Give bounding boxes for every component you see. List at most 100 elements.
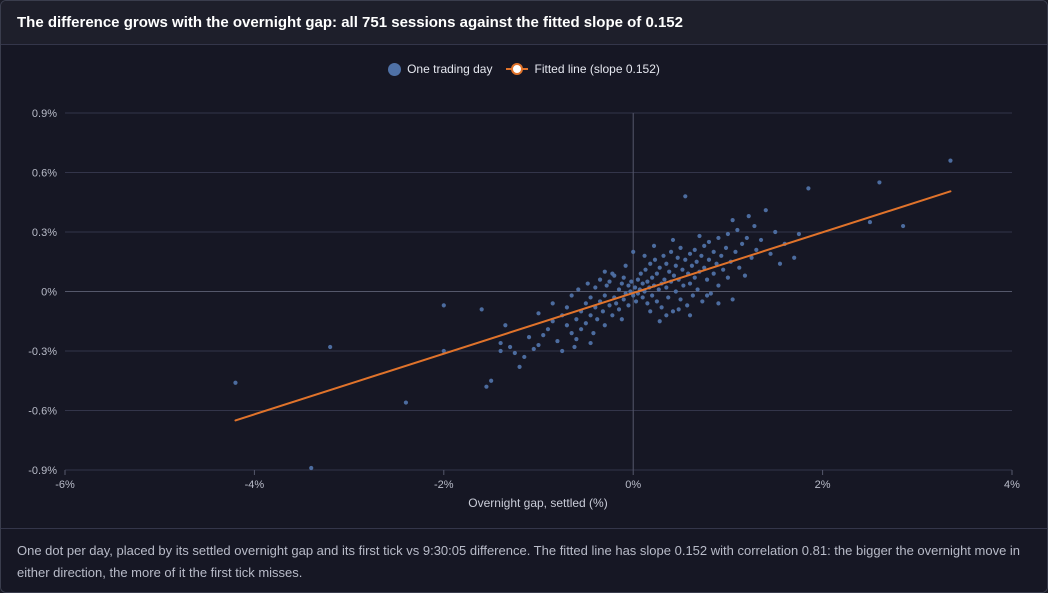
data-point — [768, 251, 773, 256]
data-point — [309, 465, 314, 471]
data-point — [233, 380, 238, 385]
data-point — [645, 279, 650, 284]
data-point — [600, 309, 605, 314]
data-point — [643, 267, 648, 272]
fitted-line-layer — [234, 190, 952, 422]
data-point — [670, 309, 676, 314]
data-point — [711, 271, 716, 276]
data-point — [948, 158, 953, 163]
data-point — [664, 261, 669, 266]
data-point — [631, 249, 636, 254]
data-point — [723, 245, 729, 250]
data-point — [489, 378, 494, 383]
data-point — [714, 261, 719, 266]
data-point — [667, 269, 672, 274]
y-tick-label: 0.3% — [32, 227, 57, 239]
axes — [64, 113, 1013, 475]
data-point — [752, 223, 757, 229]
data-point — [591, 331, 596, 336]
data-point — [683, 194, 688, 199]
data-point — [619, 281, 624, 286]
data-point — [583, 321, 588, 326]
data-point — [555, 338, 560, 344]
data-point — [666, 295, 671, 300]
data-point — [678, 297, 683, 302]
data-point — [328, 344, 333, 350]
data-point — [569, 331, 574, 336]
data-point — [648, 261, 653, 266]
data-point — [681, 283, 686, 288]
data-point — [650, 293, 655, 298]
data-point — [602, 269, 607, 274]
data-point — [531, 346, 536, 352]
legend-item-fitted-line[interactable]: Fitted line (slope 0.152) — [506, 62, 660, 76]
data-point — [900, 223, 906, 229]
data-point — [673, 263, 678, 268]
data-point — [541, 333, 546, 338]
data-point — [671, 273, 677, 278]
x-tick-label: -2% — [434, 479, 454, 491]
y-tick-label: -0.9% — [28, 465, 57, 477]
data-point — [763, 208, 768, 213]
data-point — [708, 291, 713, 296]
data-point — [725, 231, 731, 237]
data-point — [664, 313, 669, 318]
data-point — [680, 267, 685, 272]
data-point — [656, 287, 661, 292]
data-point — [588, 313, 593, 318]
data-point — [733, 249, 738, 254]
x-tick-label: -4% — [245, 479, 265, 491]
legend-item-dots[interactable]: One trading day — [388, 62, 492, 76]
data-point — [654, 271, 659, 276]
x-tick-label: 4% — [1004, 479, 1020, 491]
data-point — [792, 255, 797, 260]
data-point — [746, 214, 751, 219]
data-point — [704, 293, 710, 298]
line-marker-icon — [506, 63, 529, 75]
data-point — [867, 219, 873, 225]
data-point — [721, 267, 726, 272]
data-point — [706, 239, 712, 245]
data-point — [610, 313, 615, 318]
data-point — [498, 348, 503, 354]
data-point — [602, 293, 607, 298]
data-point — [550, 301, 555, 306]
dot-marker-icon — [388, 62, 402, 76]
data-point — [616, 287, 622, 292]
data-point — [503, 323, 508, 328]
data-point — [607, 303, 612, 308]
data-point — [654, 299, 659, 304]
data-point — [657, 265, 662, 270]
data-point — [683, 257, 688, 262]
y-tick-label: 0% — [41, 287, 57, 299]
data-point — [668, 249, 674, 254]
data-point — [777, 261, 783, 266]
data-point — [651, 243, 657, 248]
data-point — [806, 186, 811, 191]
data-point — [616, 307, 622, 312]
data-point — [517, 364, 522, 369]
data-point — [574, 317, 579, 322]
data-point — [640, 281, 645, 286]
data-point — [687, 281, 693, 286]
data-point — [687, 251, 693, 256]
y-tick-label: -0.6% — [28, 406, 57, 418]
data-point — [730, 218, 735, 223]
data-point — [560, 348, 565, 354]
data-point — [702, 265, 707, 270]
data-point — [640, 295, 645, 300]
data-point — [744, 235, 749, 241]
data-point — [692, 275, 697, 280]
data-point — [642, 253, 647, 258]
data-point — [550, 319, 555, 324]
data-point — [569, 293, 574, 298]
data-point — [632, 285, 638, 290]
data-point — [695, 287, 700, 292]
data-point — [678, 245, 683, 250]
data-point — [579, 327, 584, 332]
data-point — [758, 237, 764, 243]
data-point — [652, 257, 658, 262]
data-point — [564, 305, 570, 310]
data-point — [648, 309, 653, 314]
